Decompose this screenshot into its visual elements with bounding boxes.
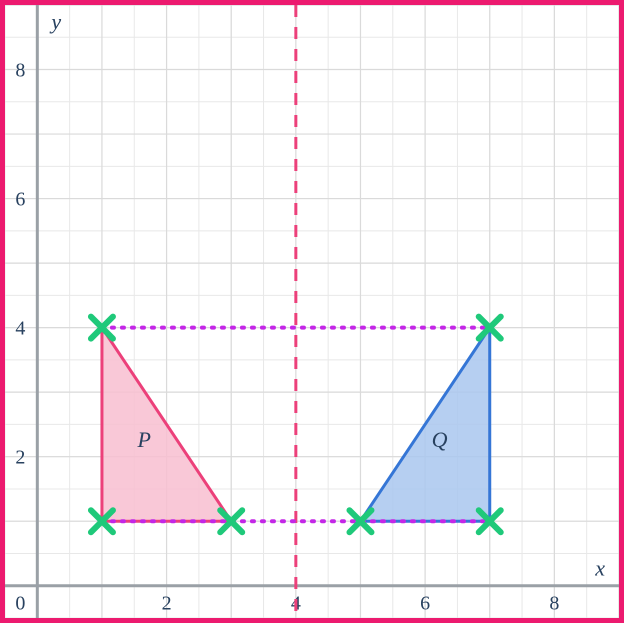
x-tick-label: 8 — [549, 593, 559, 615]
y-tick-label: 4 — [15, 318, 25, 340]
x-tick-label: 6 — [420, 593, 430, 615]
y-tick-label: 2 — [15, 447, 25, 469]
coordinate-chart: 246824680xyPQ — [0, 0, 624, 623]
origin-label: 0 — [15, 593, 25, 615]
y-axis-label: y — [49, 9, 61, 34]
y-tick-label: 8 — [15, 60, 25, 82]
triangle-label-Q: Q — [432, 427, 448, 452]
triangle-label-P: P — [136, 427, 150, 452]
x-axis-label: x — [594, 556, 605, 581]
chart-container: 246824680xyPQ — [0, 0, 624, 623]
x-tick-label: 2 — [162, 593, 172, 615]
y-tick-label: 6 — [15, 189, 25, 211]
